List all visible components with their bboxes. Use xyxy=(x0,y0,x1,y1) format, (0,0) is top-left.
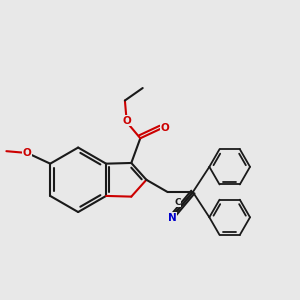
Text: O: O xyxy=(23,148,32,158)
Text: O: O xyxy=(122,116,131,126)
Text: O: O xyxy=(161,123,170,133)
Text: N: N xyxy=(168,213,176,223)
Text: C: C xyxy=(174,198,181,207)
